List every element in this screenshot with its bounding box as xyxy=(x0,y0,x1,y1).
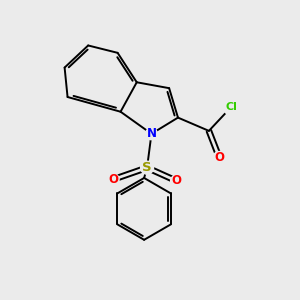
Circle shape xyxy=(146,128,158,140)
Text: O: O xyxy=(214,151,224,164)
Circle shape xyxy=(223,100,238,115)
Text: O: O xyxy=(172,174,182,188)
Circle shape xyxy=(213,152,225,163)
Circle shape xyxy=(171,175,182,187)
Text: Cl: Cl xyxy=(225,102,237,112)
Text: N: N xyxy=(146,127,157,140)
Text: O: O xyxy=(108,173,118,186)
Circle shape xyxy=(107,174,119,185)
Text: S: S xyxy=(142,161,152,174)
Circle shape xyxy=(141,161,154,174)
